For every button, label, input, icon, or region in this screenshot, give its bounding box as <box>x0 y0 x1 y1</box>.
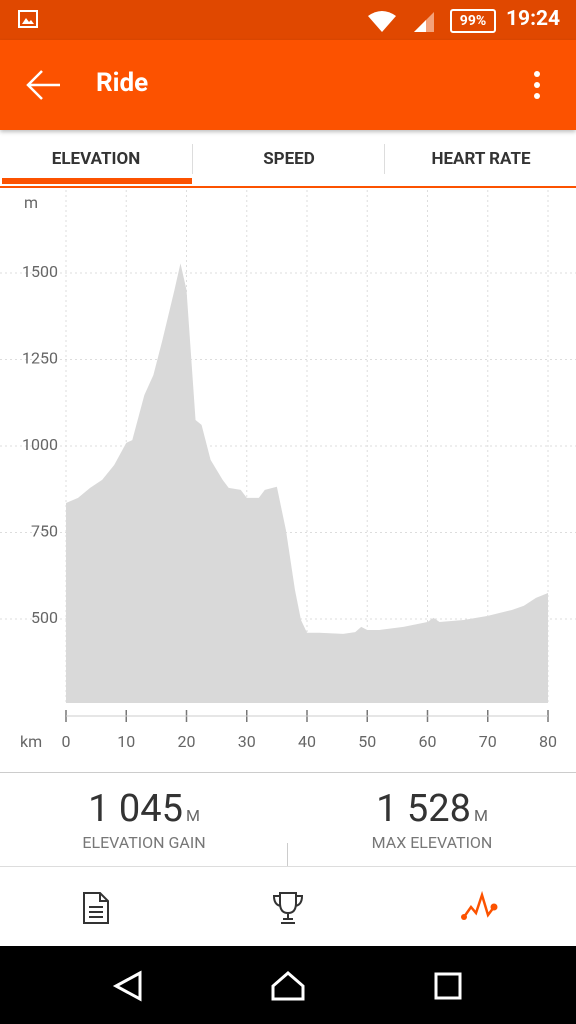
x-tick-label: 80 <box>539 732 557 751</box>
divider <box>287 843 288 867</box>
stat: 1 528 M MAX ELEVATION <box>288 773 576 852</box>
stat-value: 1 045 <box>88 787 183 831</box>
x-axis-unit: km <box>20 732 42 751</box>
battery: 99% <box>450 9 496 33</box>
y-tick-label: 1250 <box>22 349 58 368</box>
home-key[interactable] <box>270 970 306 1002</box>
x-tick-label: 30 <box>238 732 256 751</box>
x-tick-label: 20 <box>178 732 196 751</box>
tab-indicator <box>2 178 192 184</box>
signal-icons <box>368 11 434 32</box>
stats: 1 045 M ELEVATION GAIN 1 528 M MAX ELEVATI… <box>0 772 576 867</box>
stat-label: ELEVATION GAIN <box>82 833 206 852</box>
y-tick-label: 1500 <box>22 262 58 281</box>
x-tick-label: 40 <box>298 732 316 751</box>
stat: 1 045 M ELEVATION GAIN <box>0 773 288 852</box>
analysis-tab[interactable] <box>460 889 500 923</box>
bottom-nav <box>0 866 576 947</box>
overview-tab[interactable] <box>82 891 110 925</box>
tab[interactable]: SPEED <box>192 144 385 174</box>
system-nav <box>0 946 576 1024</box>
menu-button[interactable] <box>530 70 544 102</box>
back-button[interactable] <box>24 68 64 102</box>
x-tick-label: 0 <box>62 732 71 751</box>
x-tick-label: 60 <box>419 732 437 751</box>
app-title: Ride <box>96 68 149 98</box>
stat-unit: M <box>185 806 200 825</box>
status-bar: 99% 19:24 <box>0 0 576 40</box>
tab[interactable]: ELEVATION <box>51 149 141 169</box>
elevation-chart: 500 750 1000 1250 1500 0 10 20 30 40 50 60 70 80 m km <box>0 190 576 751</box>
y-axis-unit: m <box>24 193 38 212</box>
tab[interactable]: HEART RATE <box>384 144 576 174</box>
tab-bar: ELEVATION SPEED HEART RATE <box>0 132 576 188</box>
y-tick-label: 1000 <box>22 435 58 454</box>
stat-label: MAX ELEVATION <box>371 833 493 852</box>
x-tick-label: 10 <box>117 732 135 751</box>
gallery-icon <box>18 10 38 28</box>
recents-key[interactable] <box>434 972 462 1000</box>
y-tick-label: 500 <box>31 608 58 627</box>
x-tick-label: 70 <box>479 732 497 751</box>
x-tick-label: 50 <box>358 732 376 751</box>
y-tick-label: 750 <box>31 522 58 541</box>
elevation-area <box>66 263 548 703</box>
clock: 19:24 <box>506 7 561 31</box>
achievements-tab[interactable] <box>272 891 304 925</box>
back-key[interactable] <box>112 970 144 1002</box>
app-bar: Ride <box>0 40 576 130</box>
stat-unit: M <box>473 806 488 825</box>
stat-value: 1 528 <box>376 787 471 831</box>
